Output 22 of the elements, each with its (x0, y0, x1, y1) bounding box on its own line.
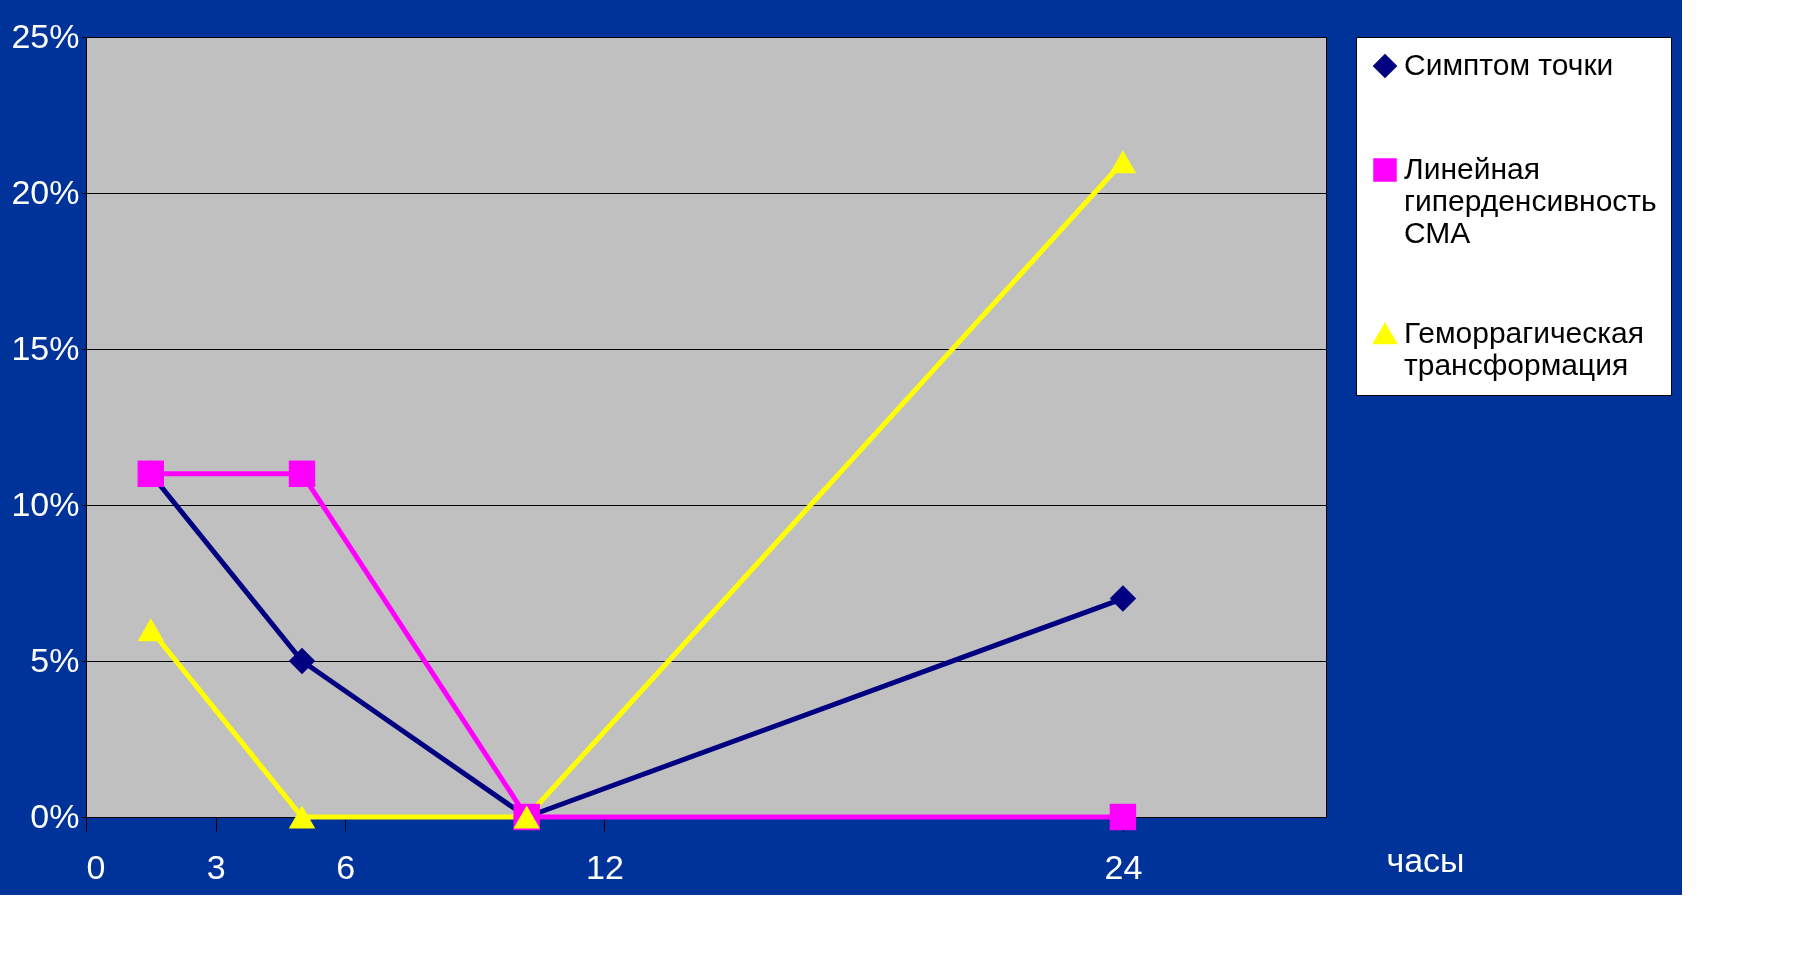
point (288, 460, 316, 488)
y-tick-label: 15% (11, 328, 80, 367)
point (1109, 150, 1137, 174)
legend-label: Линейная гиперденсивность СМА (1404, 152, 1657, 249)
legend-label: Геморрагическая трансформация (1404, 316, 1645, 381)
y-tick-label: 20% (11, 172, 80, 211)
x-axis-title: часы (1386, 840, 1465, 879)
y-tick-label: 0% (30, 796, 80, 835)
point (288, 805, 316, 829)
y-tick-label: 5% (30, 640, 80, 679)
point (1109, 803, 1137, 831)
y-tick-label: 25% (11, 16, 80, 55)
y-tick-label: 10% (11, 484, 80, 523)
point (1109, 585, 1137, 612)
point (288, 647, 316, 675)
x-tick-label: 24 (1104, 847, 1143, 886)
legend-label: Симптом точки (1404, 48, 1614, 81)
point (137, 618, 165, 642)
x-tick-label: 3 (206, 847, 226, 886)
x-tick-label: 0 (86, 847, 106, 886)
x-tick-label: 12 (586, 847, 624, 886)
x-tick-label: 6 (336, 847, 356, 886)
